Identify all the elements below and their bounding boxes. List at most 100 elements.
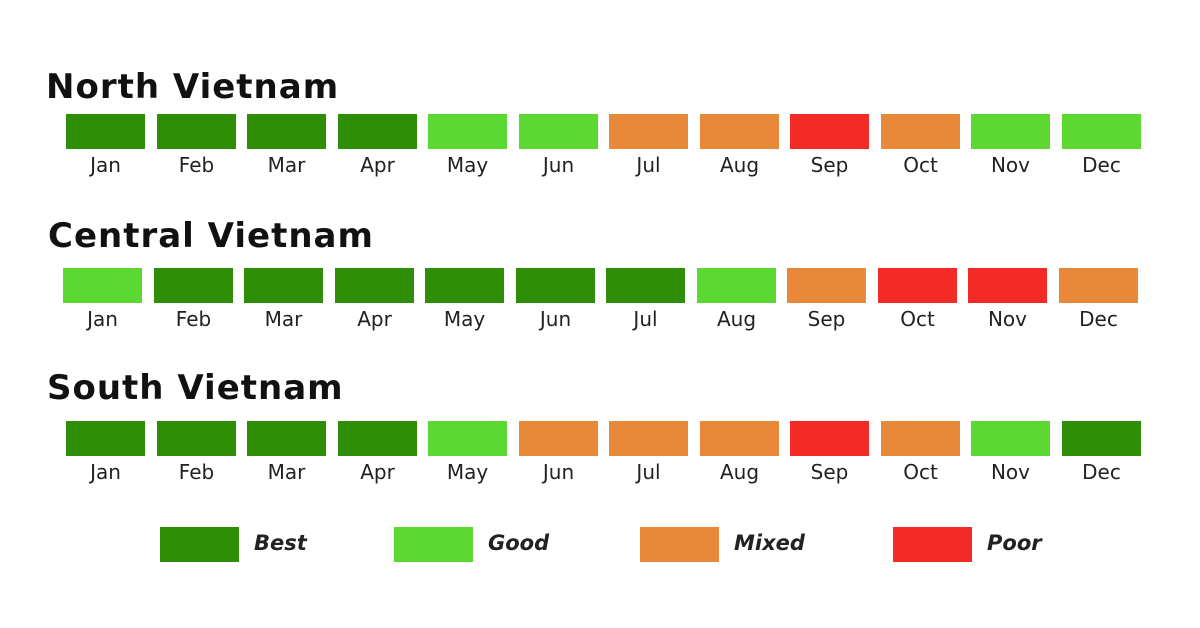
rating-bar: [335, 268, 414, 303]
month-cell-south-apr: Apr: [338, 421, 417, 484]
month-label: Jun: [542, 460, 575, 484]
rating-bar: [700, 114, 779, 149]
rating-bar: [519, 421, 598, 456]
rating-bar: [606, 268, 685, 303]
month-label: Mar: [267, 460, 306, 484]
month-cell-south-aug: Aug: [700, 421, 779, 484]
rating-bar: [878, 268, 957, 303]
month-label: Jan: [90, 153, 121, 177]
month-label: Oct: [900, 307, 935, 331]
month-label: Apr: [357, 307, 392, 331]
legend-swatch-good: [394, 527, 473, 562]
rating-bar: [157, 421, 236, 456]
rating-bar: [338, 114, 417, 149]
month-label: Sep: [807, 307, 846, 331]
month-label: Feb: [175, 307, 212, 331]
month-label: Aug: [719, 460, 760, 484]
month-label: Dec: [1079, 307, 1118, 331]
month-cell-north-mar: Mar: [247, 114, 326, 177]
month-label: Sep: [810, 460, 849, 484]
month-cell-central-feb: Feb: [154, 268, 233, 331]
month-label: Jul: [633, 307, 658, 331]
month-cell-north-may: May: [428, 114, 507, 177]
month-label: Nov: [990, 153, 1031, 177]
month-cell-south-jan: Jan: [66, 421, 145, 484]
month-label: Oct: [903, 460, 938, 484]
month-cell-south-oct: Oct: [881, 421, 960, 484]
rating-bar: [1059, 268, 1138, 303]
rating-bar: [697, 268, 776, 303]
month-row-central: Jan Feb Mar Apr May Jun Jul Aug Sep Oct Nov Dec: [63, 268, 1138, 331]
month-label: Oct: [903, 153, 938, 177]
legend-label-good: Good: [488, 531, 550, 555]
month-cell-south-dec: Dec: [1062, 421, 1141, 484]
month-cell-north-jan: Jan: [66, 114, 145, 177]
month-cell-central-apr: Apr: [335, 268, 414, 331]
month-label: Jul: [636, 460, 661, 484]
month-cell-central-jul: Jul: [606, 268, 685, 331]
rating-bar: [609, 421, 688, 456]
legend-label-best: Best: [254, 531, 307, 555]
month-cell-north-oct: Oct: [881, 114, 960, 177]
month-cell-south-jul: Jul: [609, 421, 688, 484]
rating-bar: [66, 421, 145, 456]
month-cell-central-mar: Mar: [244, 268, 323, 331]
month-cell-north-jul: Jul: [609, 114, 688, 177]
rating-bar: [516, 268, 595, 303]
month-row-north: Jan Feb Mar Apr May Jun Jul Aug Sep Oct Nov Dec: [66, 114, 1141, 177]
region-title-north: North Vietnam: [46, 67, 340, 107]
rating-bar: [971, 114, 1050, 149]
rating-bar: [244, 268, 323, 303]
rating-bar: [700, 421, 779, 456]
rating-bar: [881, 114, 960, 149]
legend-swatch-best: [160, 527, 239, 562]
month-cell-central-oct: Oct: [878, 268, 957, 331]
month-label: Jul: [636, 153, 661, 177]
month-label: Jun: [539, 307, 572, 331]
month-cell-north-apr: Apr: [338, 114, 417, 177]
rating-bar: [63, 268, 142, 303]
month-cell-south-may: May: [428, 421, 507, 484]
rating-bar: [247, 114, 326, 149]
month-label: Aug: [719, 153, 760, 177]
month-label: Nov: [987, 307, 1028, 331]
month-label: May: [446, 460, 489, 484]
rating-bar: [428, 421, 507, 456]
rating-bar: [66, 114, 145, 149]
month-label: Mar: [264, 307, 303, 331]
region-title-south: South Vietnam: [47, 368, 344, 408]
month-cell-north-jun: Jun: [519, 114, 598, 177]
month-label: Feb: [178, 460, 215, 484]
rating-bar: [968, 268, 1047, 303]
month-label: May: [443, 307, 486, 331]
legend-swatch-poor: [893, 527, 972, 562]
region-title-central: Central Vietnam: [48, 216, 374, 256]
month-cell-south-sep: Sep: [790, 421, 869, 484]
legend-label-mixed: Mixed: [734, 531, 805, 555]
rating-bar: [519, 114, 598, 149]
month-cell-south-feb: Feb: [157, 421, 236, 484]
month-cell-central-dec: Dec: [1059, 268, 1138, 331]
rating-bar: [609, 114, 688, 149]
rating-bar: [428, 114, 507, 149]
month-label: Sep: [810, 153, 849, 177]
month-label: May: [446, 153, 489, 177]
month-cell-north-sep: Sep: [790, 114, 869, 177]
rating-bar: [1062, 114, 1141, 149]
month-label: Mar: [267, 153, 306, 177]
rating-bar: [790, 114, 869, 149]
month-label: Dec: [1082, 460, 1121, 484]
rating-bar: [154, 268, 233, 303]
rating-bar: [338, 421, 417, 456]
rating-bar: [881, 421, 960, 456]
rating-bar: [787, 268, 866, 303]
month-cell-north-dec: Dec: [1062, 114, 1141, 177]
month-cell-north-feb: Feb: [157, 114, 236, 177]
month-label: Feb: [178, 153, 215, 177]
month-label: Jan: [90, 460, 121, 484]
month-cell-central-sep: Sep: [787, 268, 866, 331]
month-row-south: Jan Feb Mar Apr May Jun Jul Aug Sep Oct Nov Dec: [66, 421, 1141, 484]
month-cell-central-jan: Jan: [63, 268, 142, 331]
month-cell-south-mar: Mar: [247, 421, 326, 484]
rating-bar: [247, 421, 326, 456]
